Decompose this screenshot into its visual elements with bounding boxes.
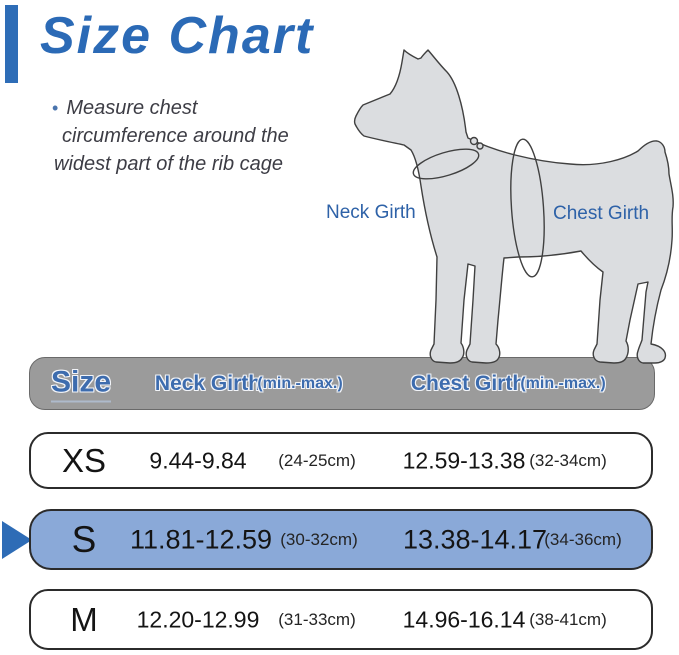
header-neck-note: (min.-max.) bbox=[257, 374, 343, 392]
table-header-row: Size Neck Girth (min.-max.) Chest Girth … bbox=[29, 357, 655, 410]
note-text: Measure chest bbox=[66, 97, 198, 119]
table-row-xs: XS 9.44-9.84 (24-25cm) 12.59-13.38 (32-3… bbox=[29, 432, 653, 489]
chest-value-cell: 14.96-16.14 bbox=[402, 606, 526, 632]
table-row-m: M 12.20-12.99 (31-33cm) 14.96-16.14 (38-… bbox=[29, 589, 653, 650]
chest-cm-cell: (38-41cm) bbox=[529, 609, 607, 629]
chest-girth-label: Chest Girth bbox=[553, 203, 650, 224]
collar-buckle bbox=[469, 136, 479, 146]
collar-buckle bbox=[476, 142, 484, 150]
neck-cm-cell: (24-25cm) bbox=[278, 450, 356, 470]
neck-value-cell: 9.44-9.84 bbox=[149, 447, 247, 473]
neck-value-cell: 11.81-12.59 bbox=[129, 524, 273, 554]
chest-cm-cell: (32-34cm) bbox=[529, 450, 607, 470]
chest-value-cell: 12.59-13.38 bbox=[402, 447, 526, 473]
note-line: widest part of the rib cage bbox=[54, 153, 284, 175]
measure-note: • Measure chest circumference around the … bbox=[52, 94, 352, 178]
chest-value-cell: 13.38-14.17 bbox=[402, 524, 548, 554]
note-line: circumference around the bbox=[62, 125, 289, 147]
neck-collar-line bbox=[412, 148, 480, 180]
chest-cm-cell: (34-36cm) bbox=[544, 529, 622, 549]
header-neck-girth: Neck Girth bbox=[154, 371, 262, 395]
header-chest-girth: Chest Girth bbox=[410, 371, 526, 395]
neck-girth-label: Neck Girth bbox=[326, 202, 416, 223]
size-cell: M bbox=[70, 600, 98, 638]
selected-size-arrow-icon bbox=[2, 521, 32, 559]
title-accent-bar bbox=[5, 5, 18, 83]
table-row-s-highlighted: S 11.81-12.59 (30-32cm) 13.38-14.17 (34-… bbox=[29, 509, 653, 570]
bullet-icon: • bbox=[52, 98, 59, 118]
size-cell: S bbox=[71, 518, 97, 560]
size-cell: XS bbox=[61, 441, 107, 479]
header-size: Size bbox=[50, 365, 112, 402]
note-line: • Measure chest bbox=[52, 94, 352, 122]
neck-cm-cell: (31-33cm) bbox=[278, 609, 356, 629]
header-chest-note: (min.-max.) bbox=[520, 374, 606, 392]
chest-girth-ellipse bbox=[510, 138, 545, 278]
page-title: Size Chart bbox=[40, 7, 315, 65]
neck-value-cell: 12.20-12.99 bbox=[136, 606, 260, 632]
neck-cm-cell: (30-32cm) bbox=[280, 529, 358, 549]
